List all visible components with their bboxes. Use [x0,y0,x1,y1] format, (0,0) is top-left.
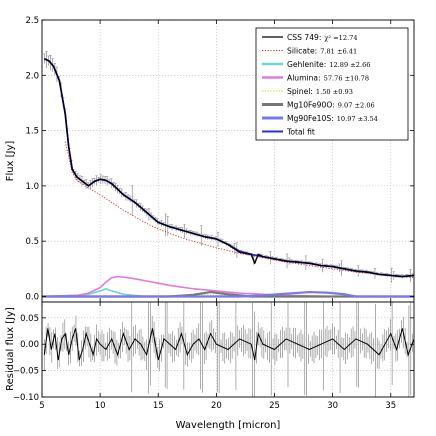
legend-label-4: Alumina: [287,73,321,82]
main-y-tick-label: 0.5 [25,237,39,247]
main-y-tick-label: 2.5 [25,16,39,26]
main-y-tick-label: 1.0 [25,182,39,192]
legend-stat-4: 57.76 ±10.78 [324,74,369,82]
res-y-tick-label: −0.05 [13,367,39,377]
series-line-4 [42,275,414,298]
legend-box [255,27,409,141]
legend-label-5: Spinel: [287,87,313,96]
legend-label-3: Gehlenite: [287,60,326,69]
legend-stat-2: 7.81 ±6.41 [320,47,357,55]
main-series-layer [42,57,414,298]
res-y-tick-label: 0.00 [20,340,39,350]
x-tick-label: 30 [327,401,338,411]
legend-label-6: Mg10Fe90O: [287,100,335,109]
residual-axes-frame [41,301,415,398]
residual-panel: 5 10 15 20 25 30 35 −0.10 −0.05 0.00 0.05 Residual… [5,301,415,431]
x-tick-label: 25 [269,401,280,411]
x-tick-label: 15 [153,401,164,411]
legend-stat-5: 1.50 ±0.93 [316,88,353,96]
residual-line [43,328,414,361]
main-ticks: 0.0 0.5 1.0 1.5 2.0 2.5 [25,16,414,302]
main-y-tick-label: 0.0 [25,292,39,302]
res-y-tick-label: −0.10 [13,393,39,403]
x-tick-label: 10 [95,401,106,411]
x-tick-label: 35 [385,401,396,411]
legend-rows: CSS 749: χ² =12.74 Silicate: 7.81 ±6.41 Gehl… [262,33,378,136]
residual-ylabel: Residual flux [Jy] [5,307,16,391]
x-tick-label: 5 [39,401,44,411]
legend-stat-7: 10.97 ±3.54 [337,115,378,123]
series-line-7 [42,290,414,298]
main-y-tick-label: 1.5 [25,127,39,137]
legend-label-7: Mg90Fe10S: [287,114,334,123]
main-ylabel: Flux [Jy] [5,141,16,182]
residual-ticks: 5 10 15 20 25 30 35 −0.10 −0.05 0.00 0.05 [13,302,414,411]
legend-label-8: Total fit [286,127,315,136]
legend-stat-3: 12.89 ±2.66 [329,61,370,69]
main-y-tick-label: 2.0 [25,71,39,81]
x-tick-label: 20 [211,401,222,411]
legend-label-1: CSS 749: [287,33,321,42]
res-y-tick-label: 0.05 [20,314,39,324]
legend-stat-1: χ² =12.74 [324,34,357,42]
residual-series-layer [43,328,414,361]
legend: CSS 749: χ² =12.74 Silicate: 7.81 ±6.41 Gehl… [255,27,409,141]
legend-stat-6: 9.07 ±2.06 [338,101,375,109]
x-axis-label: Wavelength [micron] [176,420,281,431]
series-line-1 [44,58,414,278]
legend-label-2: Silicate: [287,46,317,55]
